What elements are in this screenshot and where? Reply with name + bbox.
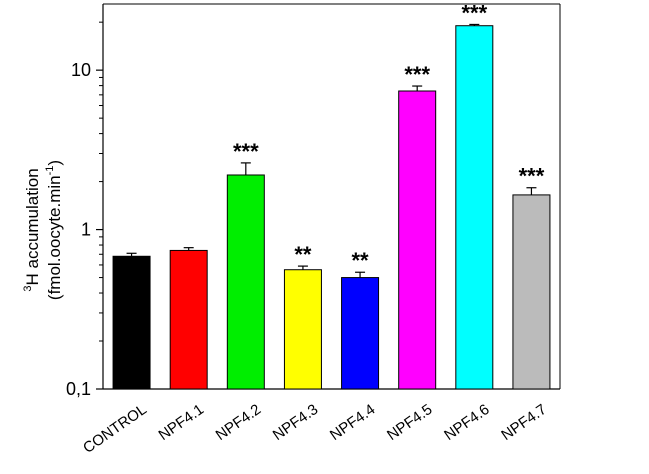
y-tick-label: 0,1 (66, 379, 91, 399)
bars (112, 25, 551, 390)
bar-control (112, 255, 151, 390)
y-tick-label: 10 (71, 60, 91, 80)
significance-mark: *** (519, 164, 545, 189)
x-tick-label: NPF4.6 (441, 401, 492, 444)
x-tick-label: NPF4.5 (384, 401, 435, 444)
significance-mark: *** (461, 0, 487, 25)
bar-npf4-3 (283, 269, 322, 390)
y-axis-label: 3H accumulation (fmol.oocyte.min-1) (22, 160, 64, 300)
x-tick-label: CONTROL (80, 401, 150, 457)
significance-mark: ** (294, 242, 312, 267)
x-tick-label: NPF4.2 (213, 401, 264, 444)
significance-mark: *** (233, 139, 259, 164)
bar-npf4-1 (169, 249, 208, 390)
bar-npf4-4 (341, 277, 380, 390)
bar-npf4-6 (455, 25, 494, 390)
significance-mark: *** (404, 62, 430, 87)
y-axis-label-line1: 3H accumulation (22, 168, 42, 291)
y-axis-label-line2: (fmol.oocyte.min-1) (44, 160, 64, 300)
error-bars (126, 23, 537, 278)
x-tick-label: NPF4.3 (270, 401, 321, 444)
x-tick-label: NPF4.7 (498, 401, 549, 444)
x-tick-labels: CONTROL NPF4.1 NPF4.2 NPF4.3 NPF4.4 NPF4.5 NPF… (80, 401, 550, 457)
bar-npf4-2 (226, 174, 265, 390)
x-tick-label: NPF4.4 (327, 401, 378, 444)
y-ticks: 0,1 1 10 (66, 21, 103, 399)
y-tick-label: 1 (81, 220, 91, 240)
bar-npf4-5 (398, 90, 437, 390)
significance-marks: ***** *********** (233, 0, 545, 273)
x-tick-label: NPF4.1 (156, 401, 207, 444)
bar-npf4-7 (512, 194, 551, 390)
significance-mark: ** (352, 248, 370, 273)
